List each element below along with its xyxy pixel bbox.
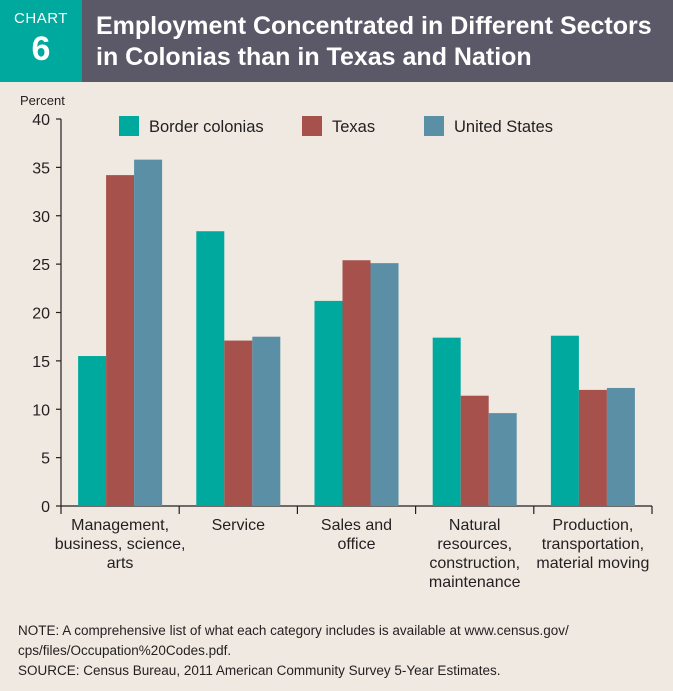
x-category-label: Management, (71, 517, 169, 534)
bar-united-states (134, 159, 163, 506)
bar-texas (578, 389, 607, 506)
y-tick-label: 5 (41, 451, 50, 468)
x-category-label: construction, (429, 555, 520, 572)
bar-united-states (488, 413, 517, 506)
bar-texas (106, 175, 135, 506)
bar-border-colonias (432, 337, 461, 506)
x-category-label: resources, (437, 536, 512, 553)
chart-number-badge: CHART 6 (0, 0, 82, 82)
legend-swatch (302, 116, 322, 136)
y-tick-label: 35 (32, 160, 50, 177)
y-tick-label: 25 (32, 257, 50, 274)
x-category-label: office (338, 536, 376, 553)
bar-border-colonias (550, 335, 579, 506)
y-tick-label: 20 (32, 306, 50, 323)
x-category-label: Service (212, 517, 265, 534)
badge-word: CHART (14, 10, 68, 27)
bar-texas (460, 395, 489, 506)
x-category-label: arts (107, 555, 134, 572)
legend-label: Border colonias (149, 118, 264, 136)
y-tick-label: 10 (32, 402, 50, 419)
x-category-label: maintenance (429, 574, 521, 591)
bar-texas (342, 260, 371, 506)
legend-swatch (119, 116, 139, 136)
legend-swatch (424, 116, 444, 136)
bar-united-states (370, 263, 399, 506)
y-tick-label: 15 (32, 354, 50, 371)
note-line-1: NOTE: A comprehensive list of what each … (18, 623, 569, 638)
y-axis-title: Percent (20, 93, 65, 108)
y-tick-label: 0 (41, 499, 50, 516)
x-category-label: transportation, (542, 536, 644, 553)
x-category-label: material moving (536, 555, 649, 572)
y-tick-label: 40 (32, 112, 50, 129)
bar-chart: Percent 0 5 10 15 20 25 30 35 40 Management, busine… (20, 93, 653, 591)
x-category-label: business, science, (55, 536, 186, 553)
bar-border-colonias (314, 300, 343, 506)
x-category-label: Sales and (321, 517, 392, 534)
bar-united-states (606, 387, 635, 506)
source-line: SOURCE: Census Bureau, 2011 American Com… (18, 663, 501, 678)
chart-header: CHART 6 Employment Concentrated in Diffe… (0, 0, 673, 82)
chart-title-line-1: Employment Concentrated in Different Sec… (96, 12, 652, 40)
chart-title: Employment Concentrated in Different Sec… (96, 11, 666, 73)
x-category-label: Natural (449, 517, 501, 534)
notes-section: NOTE: A comprehensive list of what each … (18, 621, 658, 681)
note-line-2: cps/files/Occupation%20Codes.pdf. (18, 643, 232, 658)
bar-united-states (252, 336, 281, 506)
legend-label: Texas (332, 118, 375, 136)
legend-label: United States (454, 118, 553, 136)
bar-border-colonias (78, 356, 107, 506)
chart-title-line-2: in Colonias than in Texas and Nation (96, 43, 532, 71)
badge-number: 6 (31, 30, 51, 68)
bar-border-colonias (196, 231, 225, 507)
bar-texas (224, 340, 253, 506)
y-tick-label: 30 (32, 209, 50, 226)
x-category-label: Production, (552, 517, 633, 534)
